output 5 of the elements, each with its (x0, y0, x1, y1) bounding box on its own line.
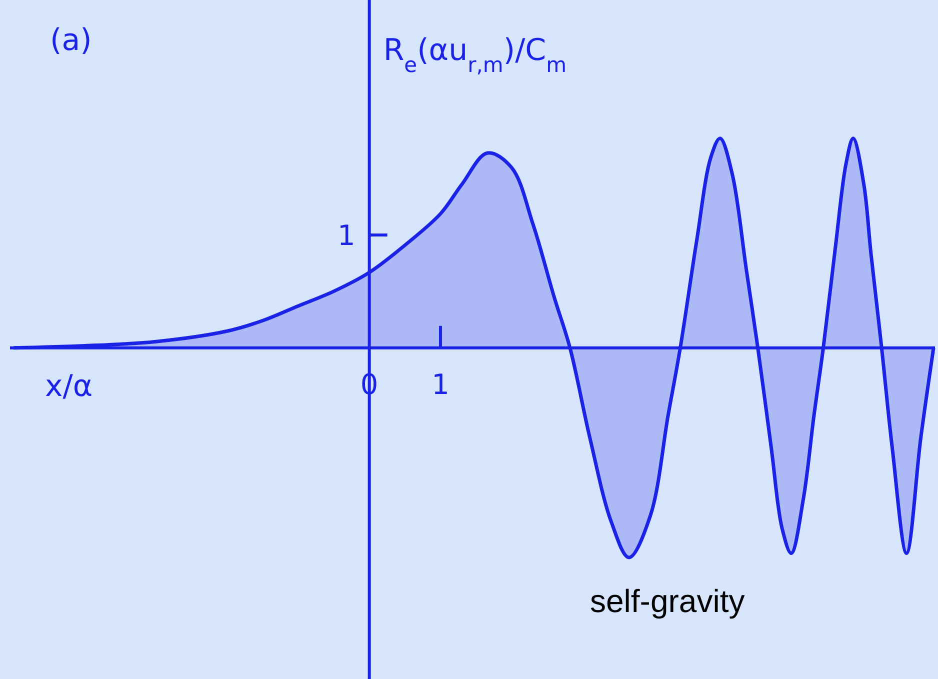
chart-title: (a) (50, 23, 92, 58)
annotation: 1 (338, 219, 356, 252)
y-axis-title: R$_{e}$(αu$_{r,m}$)/C$_{m}$ (383, 33, 567, 77)
x-axis-title: x/α (45, 368, 93, 404)
text: self-gravity (590, 583, 745, 619)
